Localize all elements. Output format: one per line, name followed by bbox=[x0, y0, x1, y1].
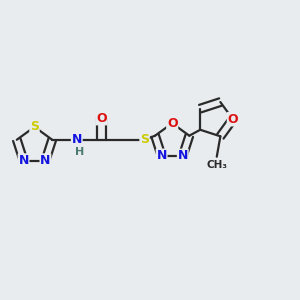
Text: N: N bbox=[40, 154, 51, 167]
Text: N: N bbox=[156, 149, 167, 162]
Text: O: O bbox=[167, 117, 178, 130]
Text: O: O bbox=[96, 112, 107, 125]
Text: N: N bbox=[18, 154, 29, 167]
Text: N: N bbox=[178, 149, 188, 162]
Text: N: N bbox=[72, 133, 82, 146]
Text: H: H bbox=[75, 147, 84, 158]
Text: O: O bbox=[227, 113, 238, 126]
Text: S: S bbox=[30, 120, 39, 134]
Text: S: S bbox=[140, 133, 149, 146]
Text: CH₃: CH₃ bbox=[207, 160, 228, 170]
